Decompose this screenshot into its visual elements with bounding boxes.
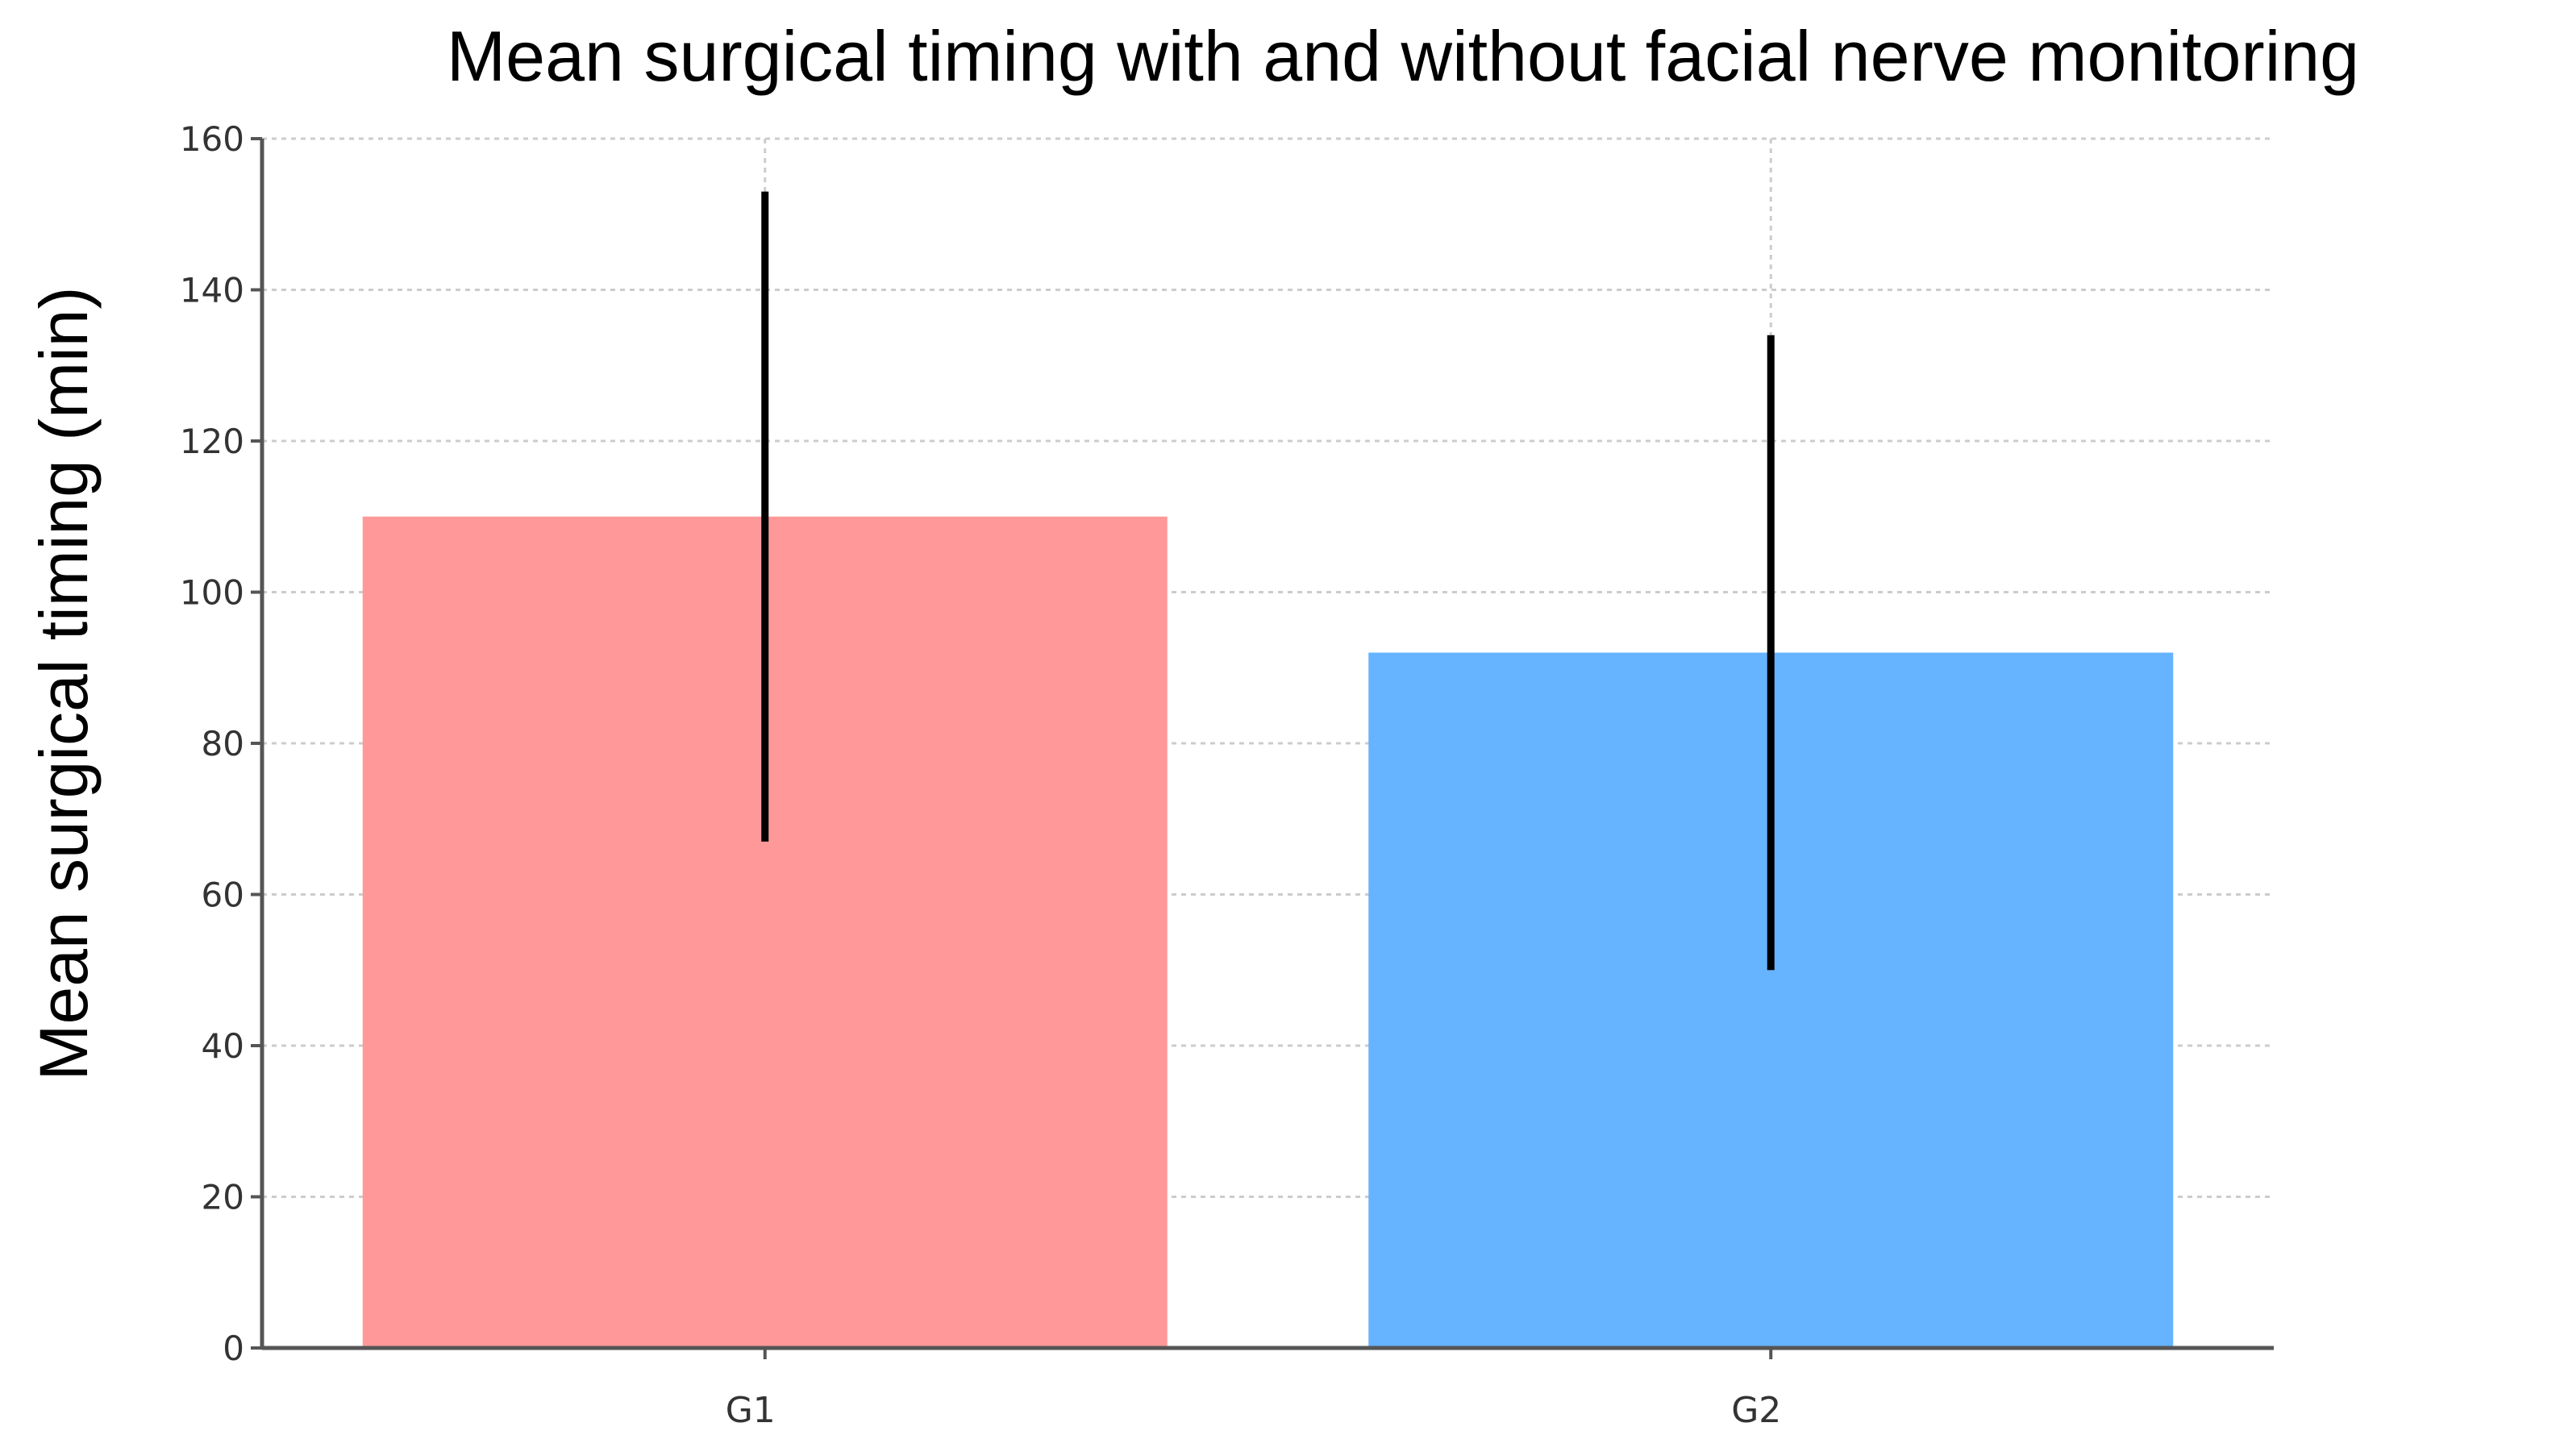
y-tick-label: 0	[223, 1329, 244, 1368]
y-tick-label: 160	[180, 119, 244, 159]
y-tick-label: 20	[202, 1178, 244, 1217]
x-tick-label-g2: G2	[1731, 1390, 1781, 1431]
chart-title: Mean surgical timing with and without fa…	[447, 16, 2359, 96]
y-tick-label: 80	[202, 724, 244, 763]
labels-layer: 0 20 40 60 80 100 120 140 160 G1 G2	[180, 119, 1781, 1431]
x-tick-label-g1: G1	[726, 1390, 776, 1431]
axes-layer	[251, 137, 2274, 1359]
error-bars-layer	[761, 191, 1775, 971]
y-tick-label: 60	[202, 876, 244, 915]
y-tick-label: 100	[180, 573, 244, 613]
y-tick-label: 40	[202, 1026, 244, 1066]
y-axis-label: Mean surgical timing (min)	[26, 287, 102, 1081]
y-tick-label: 140	[180, 271, 244, 310]
y-tick-label: 120	[180, 422, 244, 461]
bars-layer	[362, 516, 2174, 1348]
